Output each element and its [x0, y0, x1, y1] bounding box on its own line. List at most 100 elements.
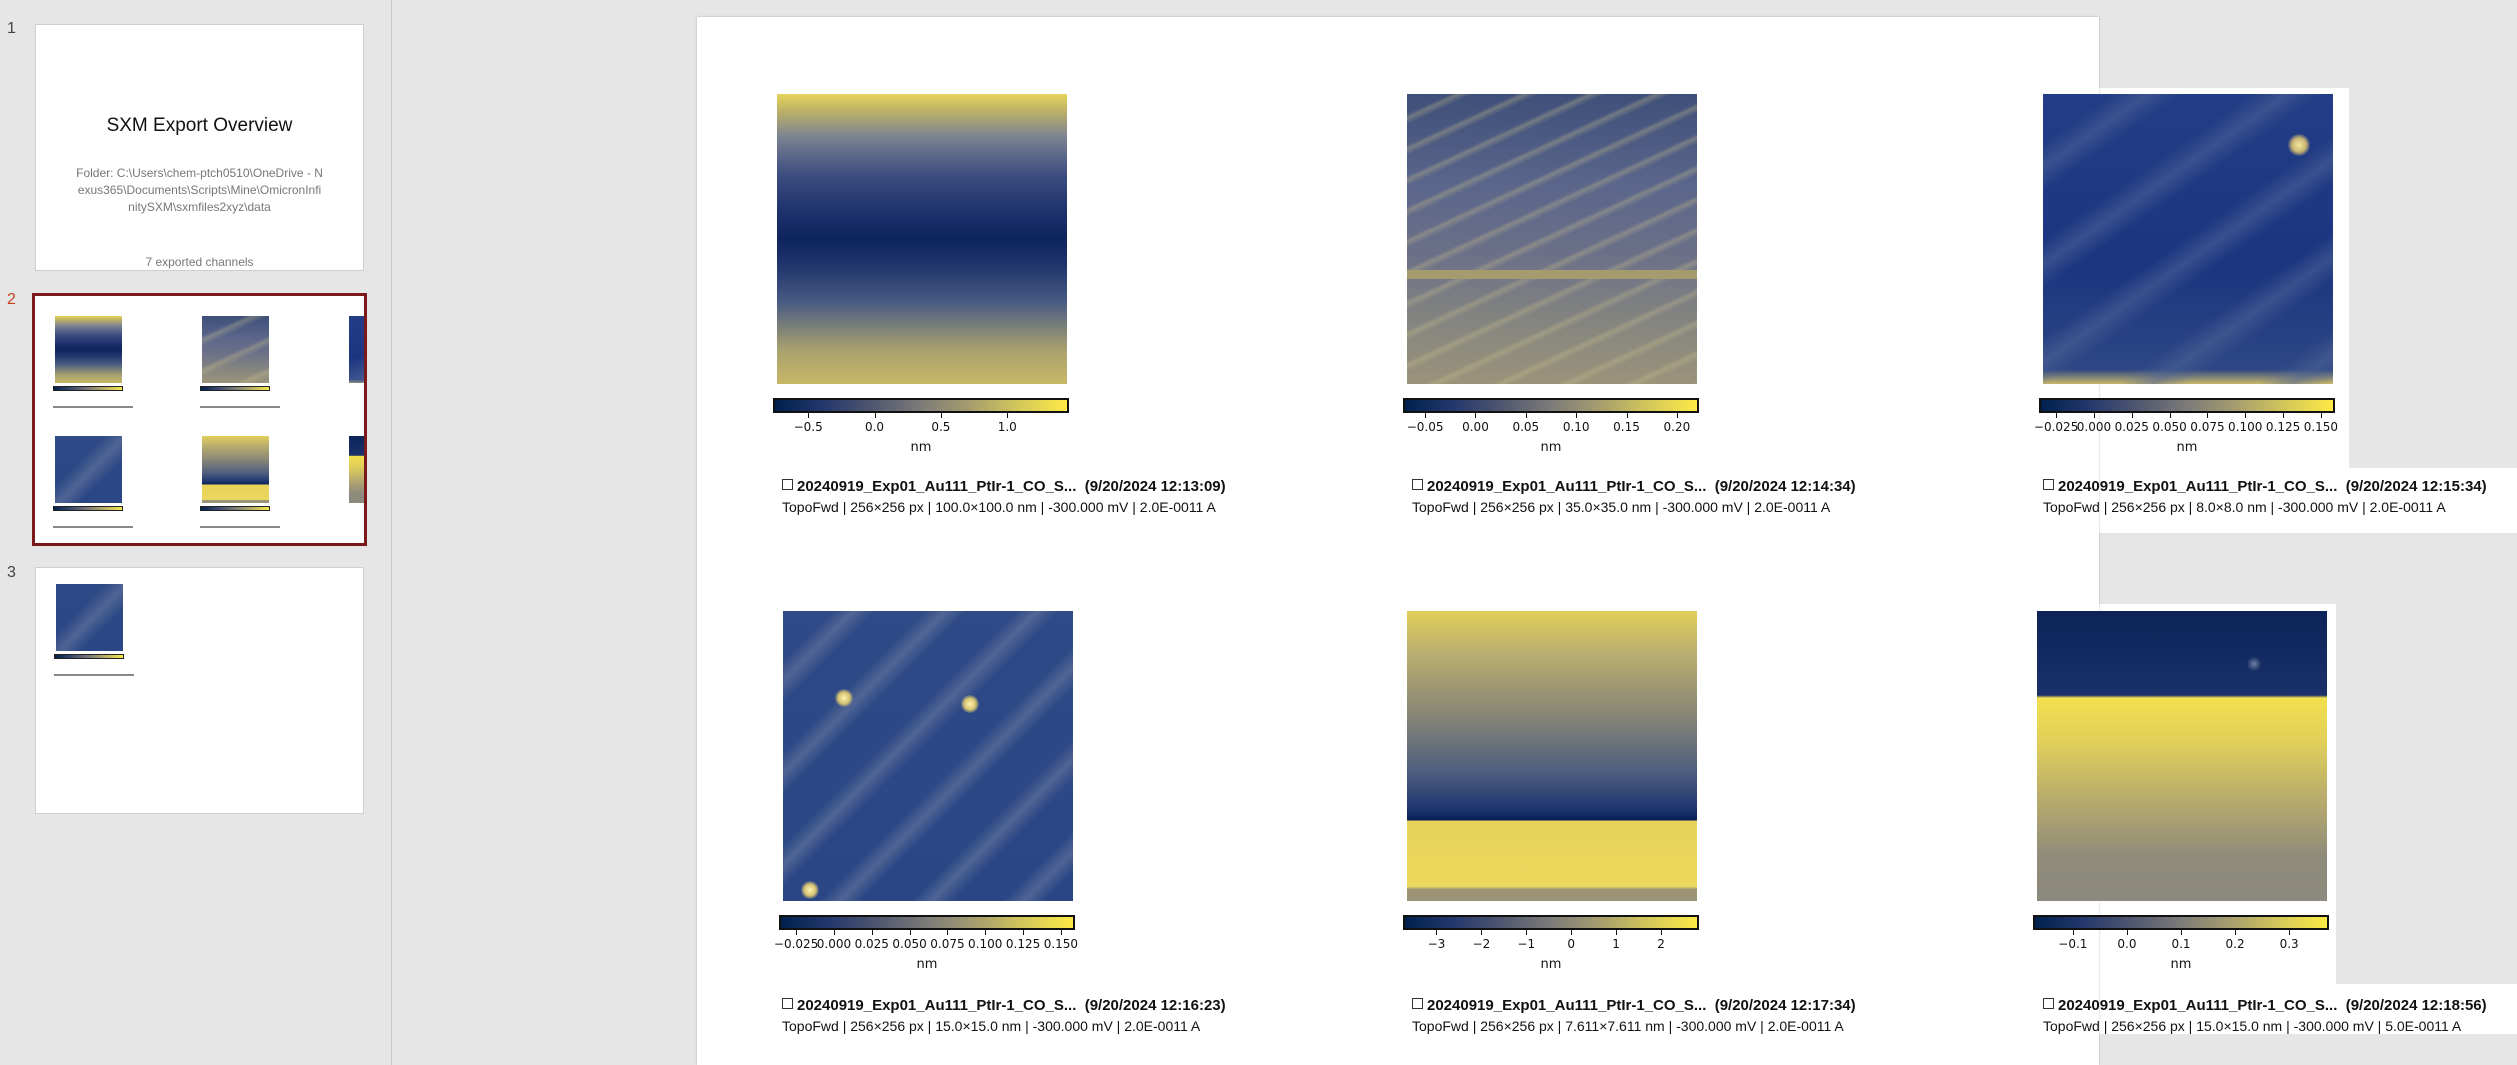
colorbar-tick [1676, 413, 1678, 418]
adsorbate-feature [801, 881, 819, 899]
scan-filename-timestamp: 20240919_Exp01_Au111_PtIr-1_CO_S... (9/2… [2058, 478, 2487, 495]
slide-number-2: 2 [7, 291, 16, 308]
scan-caption-meta: TopoFwd | 256×256 px | 8.0×8.0 nm | -300… [2043, 499, 2446, 515]
scan-filename-timestamp: 20240919_Exp01_Au111_PtIr-1_CO_S... (9/2… [797, 478, 1226, 495]
colorbar-tick [1475, 413, 1477, 418]
slide-overflow-area [2099, 468, 2517, 533]
scan-line-artifact [1407, 270, 1697, 279]
slide-thumbnail-2[interactable] [32, 293, 367, 546]
colorbar-tick [2131, 413, 2133, 418]
thumbnail-colorbar [200, 506, 270, 511]
scan-caption-title: 20240919_Exp01_Au111_PtIr-1_CO_S... (9/2… [1412, 997, 1856, 1014]
thumbnail-scan-image [55, 316, 122, 383]
scan-image[interactable] [1407, 611, 1697, 901]
scan-caption-meta: TopoFwd | 256×256 px | 15.0×15.0 nm | -3… [2043, 1018, 2462, 1034]
colorbar-tick-label: 0.05 [1512, 420, 1540, 434]
scan-image[interactable] [2037, 611, 2327, 901]
checkbox-icon [1412, 479, 1423, 490]
slide-thumbnail-1[interactable]: SXM Export Overview Folder: C:\Users\che… [35, 24, 364, 271]
colorbar-tick [2093, 413, 2095, 418]
colorbar-tick [1576, 413, 1578, 418]
thumbnail-colorbar [53, 386, 123, 391]
thumbnail-colorbar [200, 386, 270, 391]
scan-caption-meta: TopoFwd | 256×256 px | 15.0×15.0 nm | -3… [782, 1018, 1201, 1034]
colorbar-unit-label: nm [2170, 957, 2192, 972]
colorbar-tick-label: −3 [1427, 937, 1446, 951]
thumbnail-title: SXM Export Overview [106, 115, 293, 136]
colorbar-tick [1526, 930, 1528, 935]
colorbar-tick-label: 0.075 [930, 937, 965, 951]
thumbnail-scan-image [202, 436, 269, 503]
thumbnail-caption-line [53, 406, 133, 408]
colorbar-tick [2181, 930, 2182, 935]
colorbar-tick [2126, 930, 2128, 935]
scan-caption-title: 20240919_Exp01_Au111_PtIr-1_CO_S... (9/2… [782, 997, 1226, 1014]
colorbar-tick-label: 0.125 [1005, 937, 1041, 951]
colorbar-tick [1571, 930, 1573, 935]
colorbar-tick-label: 0.0 [2117, 937, 2137, 951]
colorbar-tick [833, 930, 835, 935]
colorbar-tick [940, 413, 942, 418]
colorbar-tick-label: 0.10 [1562, 420, 1590, 434]
scan-image[interactable] [2043, 94, 2333, 384]
scan-filename-timestamp: 20240919_Exp01_Au111_PtIr-1_CO_S... (9/2… [797, 997, 1226, 1014]
colorbar-tick-label: 0.100 [968, 937, 1003, 951]
colorbar-tick [808, 413, 810, 418]
colorbar-tick-label: −0.5 [793, 420, 823, 434]
thumbnail-scan-image [349, 316, 364, 383]
colorbar-tick [874, 413, 876, 418]
colorbar-tick-label: 0.0 [864, 420, 885, 434]
colorbar-tick-label: 2 [1657, 937, 1665, 951]
colorbar [773, 398, 1069, 413]
colorbar-tick-label: 0.000 [2076, 420, 2112, 434]
thumbnail-channels-text: 7 exported channels [145, 255, 254, 269]
slide-thumbnail-3[interactable] [35, 567, 364, 814]
colorbar-tick [2235, 930, 2237, 935]
colorbar-tick [1007, 413, 1009, 418]
thumbnail-scan-image [202, 316, 269, 383]
colorbar-tick-label: 0.000 [816, 937, 852, 951]
colorbar-unit-label: nm [916, 957, 938, 972]
colorbar [1403, 398, 1699, 413]
colorbar-tick-label: 0.3 [2279, 937, 2299, 951]
thumbnail-caption-line [54, 674, 134, 676]
colorbar-tick [796, 930, 798, 935]
adsorbate-feature [2247, 657, 2261, 671]
scan-image[interactable] [1407, 94, 1697, 384]
scan-caption-meta: TopoFwd | 256×256 px | 7.611×7.611 nm | … [1412, 1018, 1844, 1034]
colorbar-tick [1436, 930, 1438, 935]
colorbar-tick-label: 1.0 [997, 420, 1017, 434]
checkbox-icon [782, 998, 793, 1009]
colorbar-tick-label: −0.025 [2033, 420, 2079, 434]
scan-caption-title: 20240919_Exp01_Au111_PtIr-1_CO_S... (9/2… [1412, 478, 1856, 495]
colorbar-tick [1425, 413, 1427, 418]
colorbar-tick [1661, 930, 1663, 935]
colorbar-unit-label: nm [2176, 440, 2198, 455]
scan-filename-timestamp: 20240919_Exp01_Au111_PtIr-1_CO_S... (9/2… [2058, 997, 2487, 1014]
colorbar-tick-label: 0.125 [2265, 420, 2301, 434]
scan-caption-meta: TopoFwd | 256×256 px | 35.0×35.0 nm | -3… [1412, 499, 1831, 515]
colorbar [779, 915, 1075, 930]
scan-image[interactable] [777, 94, 1067, 384]
thumbnail-scan-image [55, 436, 122, 503]
colorbar-tick [1023, 930, 1025, 935]
slide-overflow-area [2099, 984, 2517, 1034]
thumbnail-caption-line [200, 526, 280, 528]
colorbar-tick [909, 930, 911, 935]
checkbox-icon [782, 479, 793, 490]
checkbox-icon [2043, 998, 2054, 1009]
colorbar-tick-label: 0.050 [892, 937, 927, 951]
colorbar-tick [2283, 413, 2285, 418]
slide-thumbnail-pane[interactable]: 1 SXM Export Overview Folder: C:\Users\c… [0, 0, 392, 1065]
colorbar-tick-label: 0.100 [2228, 420, 2263, 434]
colorbar-tick-label: 0.025 [854, 937, 889, 951]
colorbar-tick [2245, 413, 2247, 418]
slide-number-1: 1 [7, 20, 16, 37]
thumbnail-caption-line [53, 526, 133, 528]
thumbnail-scan-image [349, 436, 364, 503]
scan-image[interactable] [783, 611, 1073, 901]
colorbar-tick-label: 0.150 [2303, 420, 2339, 434]
colorbar-tick [2289, 930, 2291, 935]
colorbar-tick-label: 0.150 [1043, 937, 1079, 951]
adsorbate-feature [835, 689, 853, 707]
